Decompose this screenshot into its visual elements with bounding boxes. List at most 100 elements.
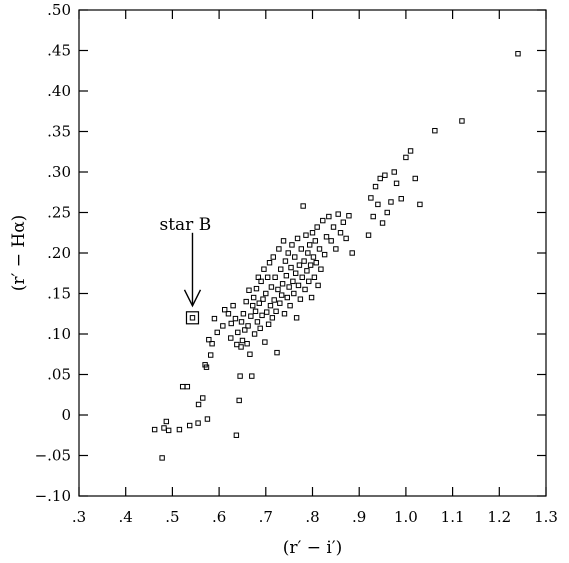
- data-point: [264, 309, 270, 315]
- y-tick-label: −.05: [35, 447, 71, 465]
- data-point: [248, 313, 254, 319]
- data-point: [365, 232, 372, 238]
- data-point: [261, 266, 267, 272]
- x-tick-label: 1.1: [441, 508, 465, 526]
- data-point: [271, 297, 277, 303]
- data-point: [280, 238, 287, 244]
- data-point: [204, 416, 211, 422]
- data-point: [278, 266, 284, 272]
- data-point: [253, 285, 260, 292]
- data-point: [264, 274, 271, 281]
- data-point: [321, 251, 328, 258]
- y-tick-label: .45: [47, 42, 71, 60]
- data-point: [293, 315, 300, 321]
- x-tick-label: .8: [305, 508, 319, 526]
- data-point: [333, 246, 339, 252]
- data-point: [252, 308, 259, 315]
- data-point: [262, 339, 268, 345]
- data-point: [268, 284, 275, 290]
- data-point: [270, 254, 276, 260]
- y-axis-label: (r′ − Hα): [9, 215, 29, 292]
- data-point: [284, 294, 290, 301]
- data-point: [432, 127, 438, 134]
- data-point: [237, 373, 243, 379]
- y-tick-label: .05: [47, 366, 71, 384]
- data-point: [318, 266, 324, 272]
- data-point: [209, 341, 215, 347]
- data-point: [225, 311, 232, 317]
- data-point: [309, 230, 316, 236]
- data-point: [236, 397, 242, 404]
- data-point: [296, 262, 303, 268]
- star-b-annotation: star B: [159, 215, 211, 325]
- data-point: [276, 246, 282, 252]
- data-point: [207, 352, 214, 358]
- data-point: [343, 235, 349, 242]
- y-tick-label: .35: [47, 123, 71, 141]
- data-point: [281, 311, 288, 317]
- data-point: [228, 335, 234, 341]
- y-tick-label: .40: [47, 82, 71, 100]
- x-tick-label: .9: [352, 508, 366, 526]
- data-point: [186, 422, 193, 429]
- data-point: [368, 195, 374, 201]
- data-point: [240, 311, 247, 317]
- data-point: [323, 234, 330, 240]
- data-point: [407, 148, 414, 154]
- data-point: [372, 183, 379, 190]
- y-tick-label: 0: [61, 406, 71, 424]
- data-point: [289, 242, 295, 248]
- data-point: [203, 364, 210, 370]
- data-point: [206, 336, 212, 343]
- data-point: [239, 337, 246, 344]
- data-point: [398, 196, 404, 202]
- data-point: [260, 296, 266, 302]
- y-tick-label: .15: [47, 285, 71, 303]
- data-point: [297, 296, 304, 302]
- data-point: [384, 209, 390, 216]
- data-point: [263, 290, 269, 297]
- data-point: [259, 312, 265, 319]
- data-point: [377, 175, 383, 182]
- data-point: [214, 329, 220, 336]
- data-point: [310, 254, 317, 260]
- data-point: [326, 213, 332, 220]
- x-tick-label: .4: [119, 508, 133, 526]
- data-point: [275, 286, 281, 293]
- data-point: [294, 235, 301, 242]
- data-point: [269, 315, 276, 321]
- data-point: [159, 455, 165, 461]
- data-point: [247, 351, 253, 357]
- star-b-highlight-box: [185, 311, 200, 325]
- data-point: [393, 180, 400, 187]
- data-point: [312, 238, 319, 244]
- data-point: [302, 286, 308, 293]
- data-points: [151, 51, 521, 461]
- data-point: [303, 232, 309, 238]
- data-point: [292, 270, 299, 276]
- data-point: [250, 302, 256, 309]
- data-point: [308, 294, 315, 301]
- data-point: [283, 272, 290, 279]
- data-point: [279, 281, 286, 287]
- y-tick-label: −.10: [35, 487, 71, 505]
- x-tick-label: .3: [72, 508, 86, 526]
- data-point: [255, 274, 262, 281]
- data-point: [220, 323, 226, 329]
- y-tick-label: .30: [47, 163, 71, 181]
- data-point: [298, 246, 304, 252]
- data-point: [315, 282, 321, 289]
- star-b-label: star B: [159, 215, 211, 235]
- data-point: [278, 292, 285, 298]
- data-point: [243, 298, 249, 305]
- data-point: [163, 418, 170, 425]
- data-point: [328, 238, 334, 244]
- x-tick-label: 1.3: [534, 508, 558, 526]
- data-point: [313, 260, 319, 266]
- data-point: [290, 278, 296, 285]
- data-point: [267, 302, 274, 309]
- data-point: [238, 319, 245, 325]
- data-point: [238, 344, 244, 350]
- data-point: [161, 425, 167, 431]
- data-point: [179, 383, 186, 390]
